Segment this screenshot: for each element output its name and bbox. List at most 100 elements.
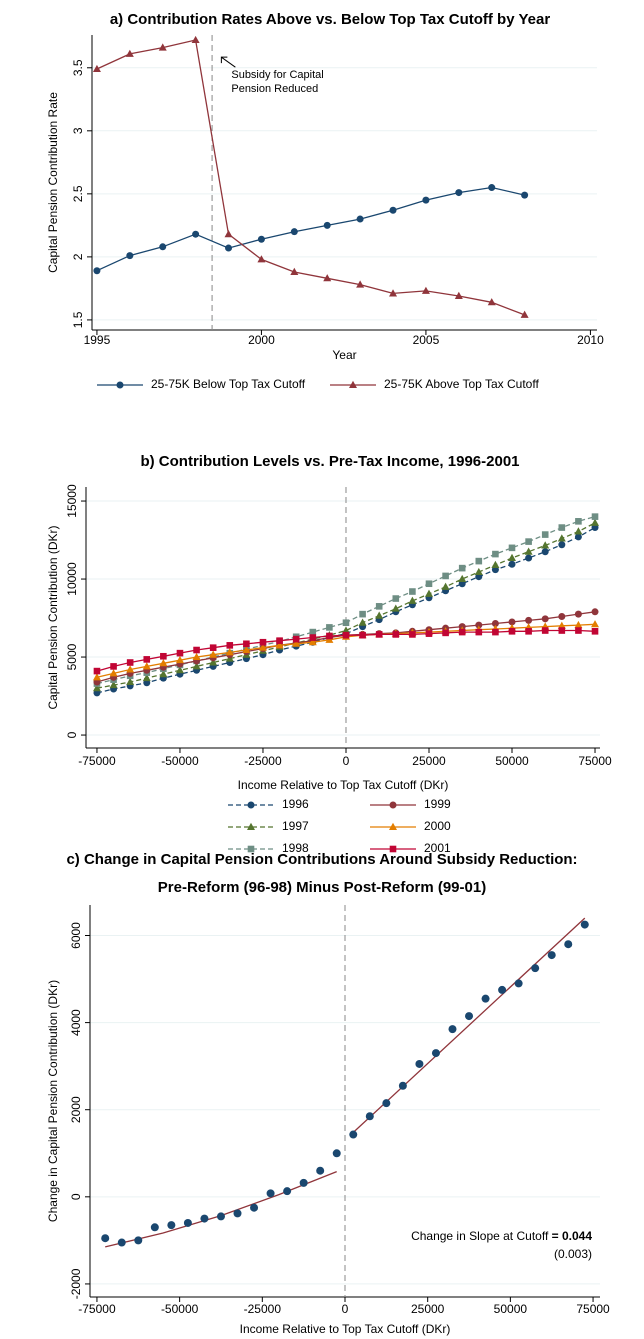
marker <box>508 618 516 626</box>
x-tick-label: 50000 <box>495 754 529 768</box>
point <box>415 1059 424 1068</box>
point <box>250 1203 259 1212</box>
y-tick-label: 3.5 <box>71 59 85 76</box>
marker <box>525 538 532 545</box>
marker <box>159 659 168 667</box>
marker <box>409 631 416 638</box>
point <box>398 1081 407 1090</box>
marker <box>541 531 549 538</box>
point <box>200 1214 209 1223</box>
x-tick-label: 25000 <box>411 1302 445 1316</box>
marker <box>375 611 384 619</box>
marker <box>574 610 582 618</box>
point <box>431 1049 440 1058</box>
marker <box>455 189 463 197</box>
annotation-arrowhead <box>220 56 228 64</box>
marker <box>341 626 350 634</box>
point <box>117 1238 126 1247</box>
y-tick-label: 5000 <box>65 643 79 670</box>
marker <box>425 630 433 637</box>
y-tick-label: 2 <box>71 253 85 260</box>
marker <box>557 534 566 542</box>
point <box>283 1187 292 1196</box>
legend-label: 1997 <box>282 819 309 833</box>
marker <box>191 35 200 44</box>
marker <box>276 637 283 644</box>
marker <box>290 228 298 236</box>
marker <box>591 628 599 635</box>
marker <box>308 638 317 646</box>
y-tick-label: 1.5 <box>71 311 85 328</box>
marker <box>126 665 135 673</box>
marker <box>258 643 267 651</box>
marker <box>226 642 234 649</box>
legend-marker <box>116 381 124 389</box>
marker <box>175 655 184 664</box>
marker <box>192 662 201 670</box>
y-axis-label: Capital Pension Contribution (DKr) <box>46 525 60 709</box>
marker <box>323 274 332 282</box>
point <box>266 1189 275 1198</box>
y-tick-label: 3 <box>71 127 85 134</box>
point <box>167 1221 176 1230</box>
legend-marker <box>247 822 255 830</box>
marker <box>591 513 599 520</box>
marker <box>290 267 299 276</box>
marker <box>458 628 466 636</box>
marker <box>142 673 151 682</box>
marker <box>209 644 217 651</box>
annotation: Subsidy for Capital <box>231 69 323 81</box>
legend-label: 2001 <box>424 841 451 855</box>
marker <box>93 267 101 275</box>
x-tick-label: -25000 <box>244 1302 282 1316</box>
marker <box>422 196 430 204</box>
point <box>547 951 556 960</box>
y-axis-label: Capital Pension Contribution Rate <box>46 92 60 273</box>
point <box>514 979 523 988</box>
annotation-se: (0.003) <box>554 1247 592 1261</box>
marker <box>557 621 566 629</box>
marker <box>558 627 566 634</box>
marker <box>488 184 496 192</box>
marker <box>541 627 549 634</box>
marker <box>375 631 383 638</box>
marker <box>109 680 118 689</box>
marker <box>243 640 250 648</box>
marker <box>143 656 151 663</box>
marker <box>126 659 134 666</box>
point <box>316 1166 325 1175</box>
annotation-arrow <box>221 56 236 68</box>
marker <box>442 629 449 637</box>
x-tick-label: 1995 <box>84 333 111 347</box>
marker <box>475 628 483 636</box>
marker <box>242 645 251 654</box>
y-tick-label: 15000 <box>65 484 79 518</box>
marker <box>520 310 529 318</box>
marker <box>292 639 301 647</box>
marker <box>491 560 500 569</box>
point <box>101 1234 110 1243</box>
marker <box>192 652 201 661</box>
marker <box>492 628 499 636</box>
marker <box>558 541 566 549</box>
marker <box>508 628 516 635</box>
marker <box>209 650 218 658</box>
point <box>448 1025 457 1034</box>
legend-marker <box>389 845 397 853</box>
marker <box>326 632 333 640</box>
marker <box>392 595 400 602</box>
point <box>299 1178 308 1187</box>
point <box>580 920 589 929</box>
x-tick-label: -25000 <box>244 754 282 768</box>
x-axis-label: Year <box>332 348 356 362</box>
legend-marker <box>349 380 357 388</box>
x-axis-label: Income Relative to Top Tax Cutoff (DKr) <box>240 1322 451 1336</box>
marker <box>359 631 366 639</box>
x-tick-label: 75000 <box>578 754 612 768</box>
point <box>349 1130 358 1139</box>
point <box>498 985 507 994</box>
marker <box>358 618 367 626</box>
y-tick-label: 10000 <box>65 562 79 596</box>
marker <box>392 631 400 638</box>
marker <box>92 684 101 692</box>
